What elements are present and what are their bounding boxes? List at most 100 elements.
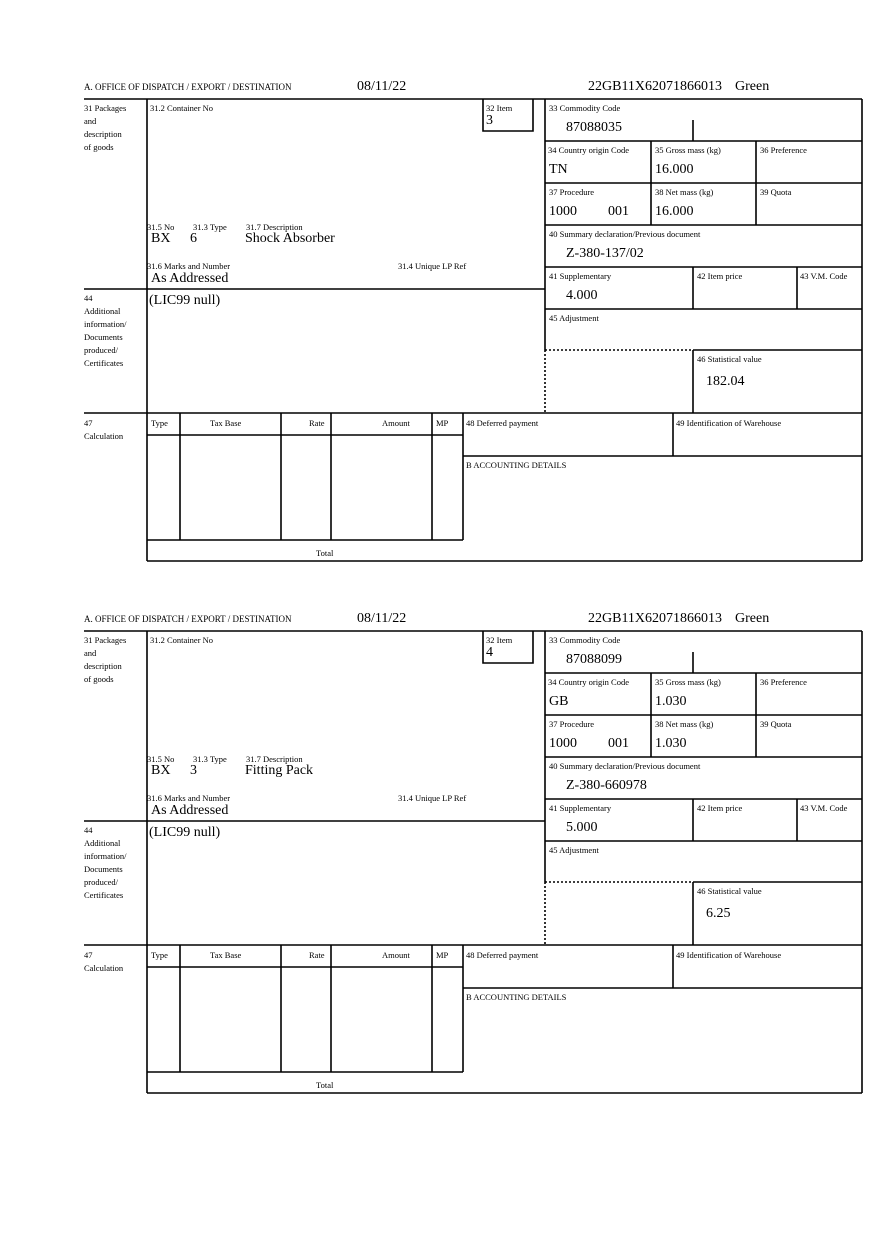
procedure-code: 1000: [549, 204, 577, 219]
accounting-details-label: B ACCOUNTING DETAILS: [466, 992, 567, 1002]
quota-label: 39 Quota: [760, 719, 792, 729]
summary-declaration-label: 40 Summary declaration/Previous document: [549, 229, 701, 239]
statistical-value: 6.25: [706, 906, 731, 921]
form-grid-lines: [84, 630, 863, 1094]
statistical-value: 182.04: [706, 374, 745, 389]
declaration-date: 08/11/22: [357, 79, 407, 94]
procedure-code: 1000: [549, 736, 577, 751]
supplementary-value: 5.000: [566, 820, 598, 835]
unique-lp-ref-label: 31.4 Unique LP Ref: [398, 793, 467, 803]
marks-label: 31.6 Marks and Number: [147, 793, 231, 803]
package-kind: BX: [151, 231, 171, 246]
package-kind: BX: [151, 763, 171, 778]
marks-value: As Addressed: [151, 803, 229, 818]
deferred-payment-label: 48 Deferred payment: [466, 950, 539, 960]
gross-mass: 16.000: [655, 162, 694, 177]
supplementary-value: 4.000: [566, 288, 598, 303]
item-label: 32 Item: [486, 103, 513, 113]
vm-code-label: 43 V.M. Code: [800, 803, 848, 813]
col-type-header: Type: [151, 418, 168, 428]
commodity-code: 87088099: [566, 652, 622, 667]
marks-value: As Addressed: [151, 271, 229, 286]
col-amount-header: Amount: [382, 950, 410, 960]
col-mp-header: MP: [436, 418, 449, 428]
col-type-header: Type: [151, 950, 168, 960]
item-number: 3: [486, 113, 493, 128]
gross-mass-label: 35 Gross mass (kg): [655, 677, 721, 687]
total-label: Total: [316, 1080, 334, 1090]
quota-label: 39 Quota: [760, 187, 792, 197]
office-header: A. OFFICE OF DISPATCH / EXPORT / DESTINA…: [84, 82, 292, 92]
warehouse-label: 49 Identification of Warehouse: [676, 418, 782, 428]
commodity-code: 87088035: [566, 120, 622, 135]
package-count: 3: [190, 763, 197, 778]
no-label: 31.5 No: [147, 754, 175, 764]
col-tax-base-header: Tax Base: [210, 418, 242, 428]
supplementary-label: 41 Supplementary: [549, 803, 612, 813]
item-price-label: 42 Item price: [697, 803, 743, 813]
type-label: 31.3 Type: [193, 222, 227, 232]
additional-info-value: (LIC99 null): [149, 293, 221, 308]
declaration-date: 08/11/22: [357, 611, 407, 626]
calculation-number: 47: [84, 950, 93, 960]
warehouse-label: 49 Identification of Warehouse: [676, 950, 782, 960]
supplementary-label: 41 Supplementary: [549, 271, 612, 281]
additional-info-label: 44 Additional information/ Documents pro…: [84, 825, 127, 900]
route-status: Green: [735, 79, 770, 94]
description-label: 31.7 Description: [246, 754, 303, 764]
col-rate-header: Rate: [309, 418, 325, 428]
net-mass: 16.000: [655, 204, 694, 219]
description-label: 31.7 Description: [246, 222, 303, 232]
item-price-label: 42 Item price: [697, 271, 743, 281]
adjustment-label: 45 Adjustment: [549, 313, 599, 323]
summary-declaration: Z-380-137/02: [566, 246, 644, 261]
unique-lp-ref-label: 31.4 Unique LP Ref: [398, 261, 467, 271]
procedure-label: 37 Procedure: [549, 719, 595, 729]
gross-mass-label: 35 Gross mass (kg): [655, 145, 721, 155]
container-no-label: 31.2 Container No: [150, 103, 214, 113]
customs-item-form: A. OFFICE OF DISPATCH / EXPORT / DESTINA…: [0, 0, 882, 562]
commodity-code-label: 33 Commodity Code: [549, 103, 621, 113]
country-origin: GB: [549, 694, 569, 709]
item-number: 4: [486, 645, 493, 660]
package-count: 6: [190, 231, 197, 246]
preference-label: 36 Preference: [760, 677, 807, 687]
col-rate-header: Rate: [309, 950, 325, 960]
declaration-reference: 22GB11X62071866013: [588, 79, 723, 94]
summary-declaration-label: 40 Summary declaration/Previous document: [549, 761, 701, 771]
adjustment-label: 45 Adjustment: [549, 845, 599, 855]
procedure-label: 37 Procedure: [549, 187, 595, 197]
procedure-additional: 001: [608, 204, 629, 219]
marks-label: 31.6 Marks and Number: [147, 261, 231, 271]
col-mp-header: MP: [436, 950, 449, 960]
statistical-value-label: 46 Statistical value: [697, 354, 762, 364]
calculation-number: 47: [84, 418, 93, 428]
deferred-payment-label: 48 Deferred payment: [466, 418, 539, 428]
total-label: Total: [316, 548, 334, 558]
net-mass: 1.030: [655, 736, 687, 751]
commodity-code-label: 33 Commodity Code: [549, 635, 621, 645]
goods-description: Fitting Pack: [245, 763, 314, 778]
calculation-label: Calculation: [84, 431, 124, 441]
country-origin-label: 34 Country origin Code: [548, 677, 629, 687]
declaration-reference: 22GB11X62071866013: [588, 611, 723, 626]
procedure-additional: 001: [608, 736, 629, 751]
customs-item-form: A. OFFICE OF DISPATCH / EXPORT / DESTINA…: [0, 532, 882, 1094]
net-mass-label: 38 Net mass (kg): [655, 187, 714, 197]
col-tax-base-header: Tax Base: [210, 950, 242, 960]
summary-declaration: Z-380-660978: [566, 778, 647, 793]
calculation-label: Calculation: [84, 963, 124, 973]
form-grid-lines: [84, 98, 863, 562]
additional-info-value: (LIC99 null): [149, 825, 221, 840]
container-no-label: 31.2 Container No: [150, 635, 214, 645]
statistical-value-label: 46 Statistical value: [697, 886, 762, 896]
no-label: 31.5 No: [147, 222, 175, 232]
country-origin: TN: [549, 162, 568, 177]
additional-info-label: 44 Additional information/ Documents pro…: [84, 293, 127, 368]
goods-description: Shock Absorber: [245, 231, 335, 246]
country-origin-label: 34 Country origin Code: [548, 145, 629, 155]
item-label: 32 Item: [486, 635, 513, 645]
accounting-details-label: B ACCOUNTING DETAILS: [466, 460, 567, 470]
packages-label: 31 Packages and description of goods: [84, 103, 127, 152]
preference-label: 36 Preference: [760, 145, 807, 155]
